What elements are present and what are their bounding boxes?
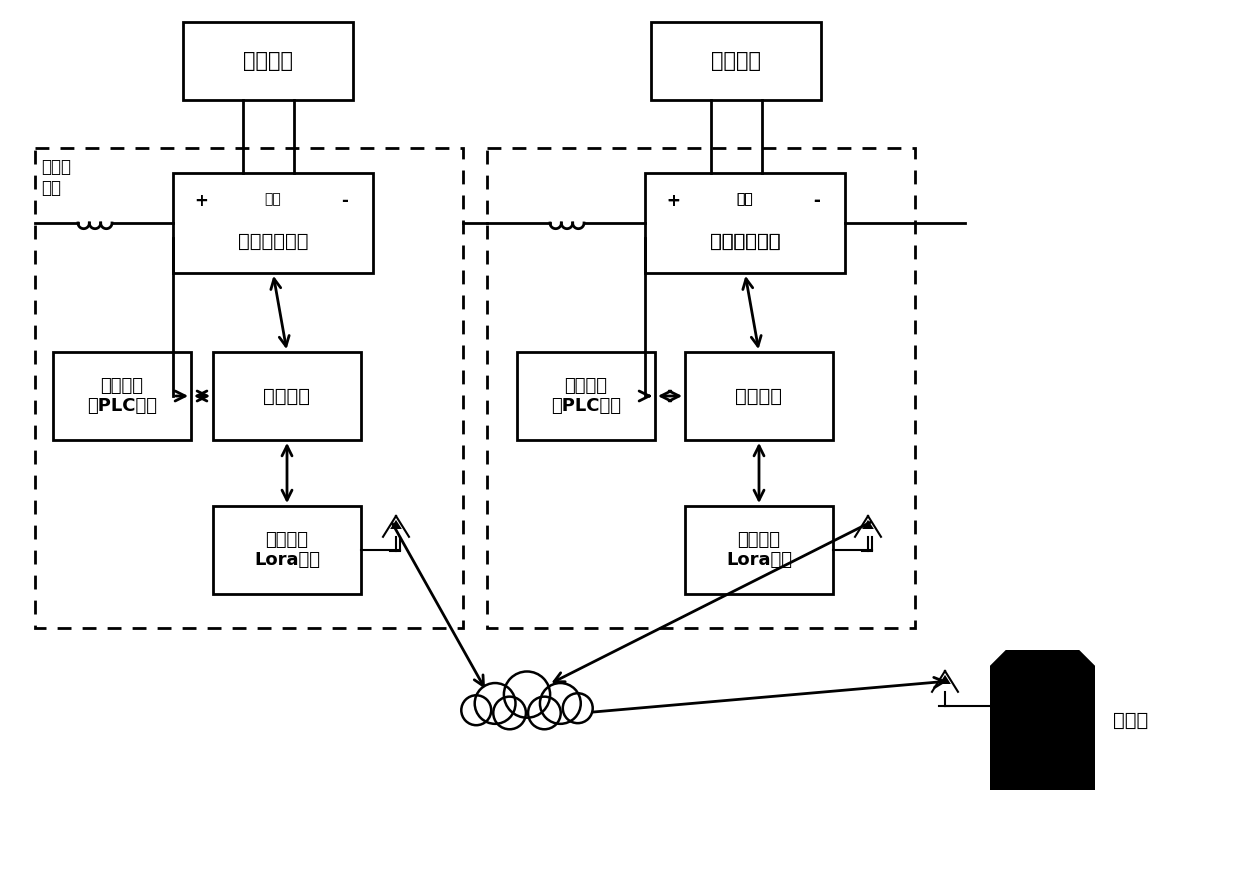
FancyBboxPatch shape [53, 352, 191, 440]
Text: 功率转化单元: 功率转化单元 [238, 232, 309, 250]
Text: -: - [341, 192, 348, 210]
FancyBboxPatch shape [645, 173, 844, 273]
Polygon shape [391, 520, 402, 529]
FancyBboxPatch shape [184, 22, 353, 100]
Polygon shape [990, 650, 1095, 790]
Text: +: + [195, 192, 208, 210]
Circle shape [494, 697, 526, 729]
Text: 处理单元: 处理单元 [735, 386, 782, 406]
Text: 光伏组件: 光伏组件 [243, 51, 293, 71]
FancyBboxPatch shape [684, 352, 833, 440]
Text: 上位机: 上位机 [1114, 711, 1148, 729]
Text: 无线通讯
Lora模块: 无线通讯 Lora模块 [254, 530, 320, 569]
FancyBboxPatch shape [213, 506, 361, 594]
FancyBboxPatch shape [213, 352, 361, 440]
FancyBboxPatch shape [651, 22, 821, 100]
FancyBboxPatch shape [684, 506, 833, 594]
Text: -: - [813, 192, 821, 210]
Text: 光伏组件: 光伏组件 [711, 51, 761, 71]
Circle shape [503, 672, 551, 718]
Text: 功率转化单元: 功率转化单元 [709, 232, 780, 250]
Text: 功率转化单元: 功率转化单元 [709, 232, 780, 250]
Text: +: + [666, 192, 680, 210]
Circle shape [563, 693, 593, 723]
Text: 电力线载
波PLC模块: 电力线载 波PLC模块 [87, 377, 157, 415]
Text: 输入: 输入 [264, 192, 281, 206]
Circle shape [528, 697, 560, 729]
Text: 光伏优
化器: 光伏优 化器 [41, 158, 71, 197]
Polygon shape [862, 520, 874, 529]
Polygon shape [939, 674, 951, 684]
Circle shape [539, 683, 580, 724]
Text: 电力线载
波PLC模块: 电力线载 波PLC模块 [551, 377, 621, 415]
FancyBboxPatch shape [517, 352, 655, 440]
Text: 输入: 输入 [737, 192, 754, 206]
Text: 处理单元: 处理单元 [263, 386, 310, 406]
Circle shape [461, 696, 491, 725]
FancyBboxPatch shape [174, 173, 373, 273]
Text: +: + [666, 192, 680, 210]
Text: -: - [813, 192, 821, 210]
Text: 输入: 输入 [737, 192, 754, 206]
Circle shape [475, 683, 516, 724]
Text: 无线通讯
Lora模块: 无线通讯 Lora模块 [725, 530, 792, 569]
